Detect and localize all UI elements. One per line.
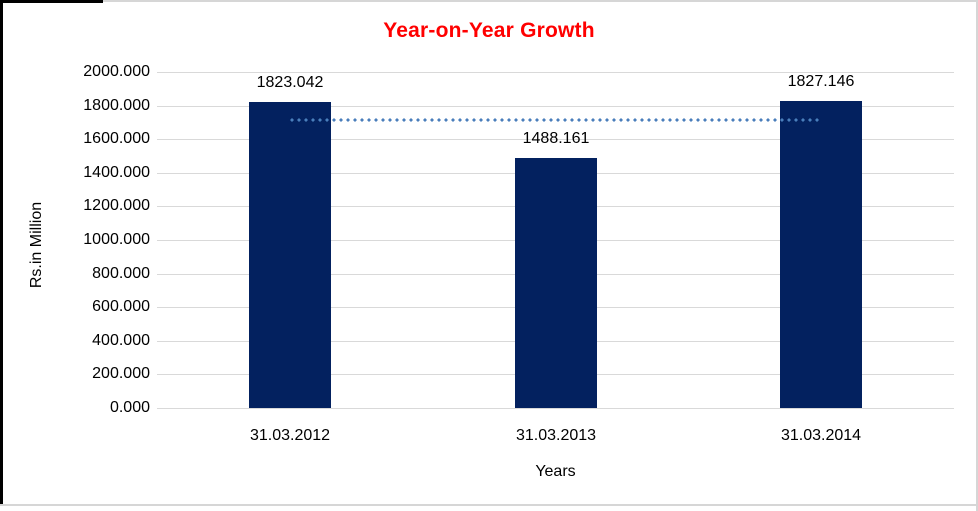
x-tick-label: 31.03.2012 [249, 427, 331, 444]
y-tick-label: 800.000 [92, 265, 150, 282]
gridline [157, 139, 954, 140]
y-tick-label: 1200.000 [83, 197, 150, 214]
gridline [157, 72, 954, 73]
data-label: 1823.042 [256, 74, 324, 91]
x-axis-title: Years [535, 463, 576, 480]
bar-31.03.2012 [249, 102, 331, 408]
plot-area: 1823.042 1488.161 1827.146 [157, 72, 954, 409]
frame-border-bottom [0, 504, 978, 506]
y-tick-label: 1800.000 [83, 97, 150, 114]
trendline-dotted [290, 118, 821, 122]
y-tick-label: 600.000 [92, 298, 150, 315]
x-tick-label: 31.03.2014 [780, 427, 862, 444]
y-tick-label: 2000.000 [83, 63, 150, 80]
y-tick-label: 200.000 [92, 365, 150, 382]
frame-border-top-left-segment [0, 0, 103, 3]
y-tick-label: 1000.000 [83, 231, 150, 248]
gridline [157, 408, 954, 409]
y-tick-label: 400.000 [92, 332, 150, 349]
frame-border-left [0, 0, 3, 506]
y-axis-title: Rs.in Million [28, 201, 45, 289]
gridline [157, 106, 954, 107]
bar-31.03.2013 [515, 158, 597, 408]
y-tick-label: 0.000 [109, 399, 150, 416]
frame-border-top [103, 0, 978, 2]
y-tick-label: 1600.000 [83, 130, 150, 147]
chart-title: Year-on-Year Growth [383, 19, 595, 42]
x-tick-label: 31.03.2013 [515, 427, 597, 444]
data-label: 1827.146 [787, 73, 855, 90]
data-label: 1488.161 [522, 130, 590, 147]
y-tick-label: 1400.000 [83, 164, 150, 181]
frame-border-right [976, 0, 978, 511]
bar-31.03.2014 [780, 101, 862, 408]
